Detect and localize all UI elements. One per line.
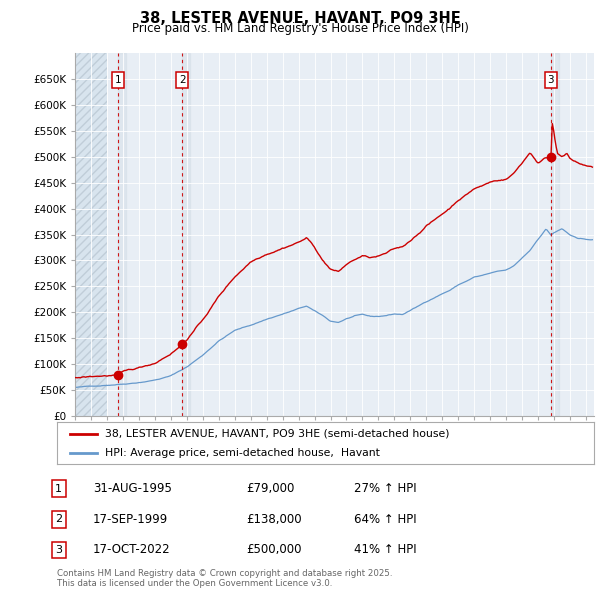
Text: 1: 1 bbox=[55, 484, 62, 493]
Bar bbox=[75, 53, 107, 416]
Text: Price paid vs. HM Land Registry's House Price Index (HPI): Price paid vs. HM Land Registry's House … bbox=[131, 22, 469, 35]
Text: 64% ↑ HPI: 64% ↑ HPI bbox=[354, 513, 416, 526]
Text: HPI: Average price, semi-detached house,  Havant: HPI: Average price, semi-detached house,… bbox=[106, 448, 380, 458]
Text: 41% ↑ HPI: 41% ↑ HPI bbox=[354, 543, 416, 556]
Text: £500,000: £500,000 bbox=[246, 543, 302, 556]
Text: 31-AUG-1995: 31-AUG-1995 bbox=[93, 482, 172, 495]
Bar bbox=[118, 53, 125, 416]
Bar bbox=[551, 53, 559, 416]
Text: 3: 3 bbox=[55, 545, 62, 555]
Text: 17-OCT-2022: 17-OCT-2022 bbox=[93, 543, 170, 556]
Text: 2: 2 bbox=[179, 75, 185, 85]
Text: 1: 1 bbox=[115, 75, 121, 85]
Text: 3: 3 bbox=[548, 75, 554, 85]
Text: 27% ↑ HPI: 27% ↑ HPI bbox=[354, 482, 416, 495]
Text: Contains HM Land Registry data © Crown copyright and database right 2025.
This d: Contains HM Land Registry data © Crown c… bbox=[57, 569, 392, 588]
Bar bbox=[182, 53, 190, 416]
Text: £79,000: £79,000 bbox=[246, 482, 295, 495]
Text: 38, LESTER AVENUE, HAVANT, PO9 3HE: 38, LESTER AVENUE, HAVANT, PO9 3HE bbox=[140, 11, 460, 25]
Text: 17-SEP-1999: 17-SEP-1999 bbox=[93, 513, 168, 526]
Text: 2: 2 bbox=[55, 514, 62, 524]
Text: £138,000: £138,000 bbox=[246, 513, 302, 526]
Text: 38, LESTER AVENUE, HAVANT, PO9 3HE (semi-detached house): 38, LESTER AVENUE, HAVANT, PO9 3HE (semi… bbox=[106, 429, 450, 439]
